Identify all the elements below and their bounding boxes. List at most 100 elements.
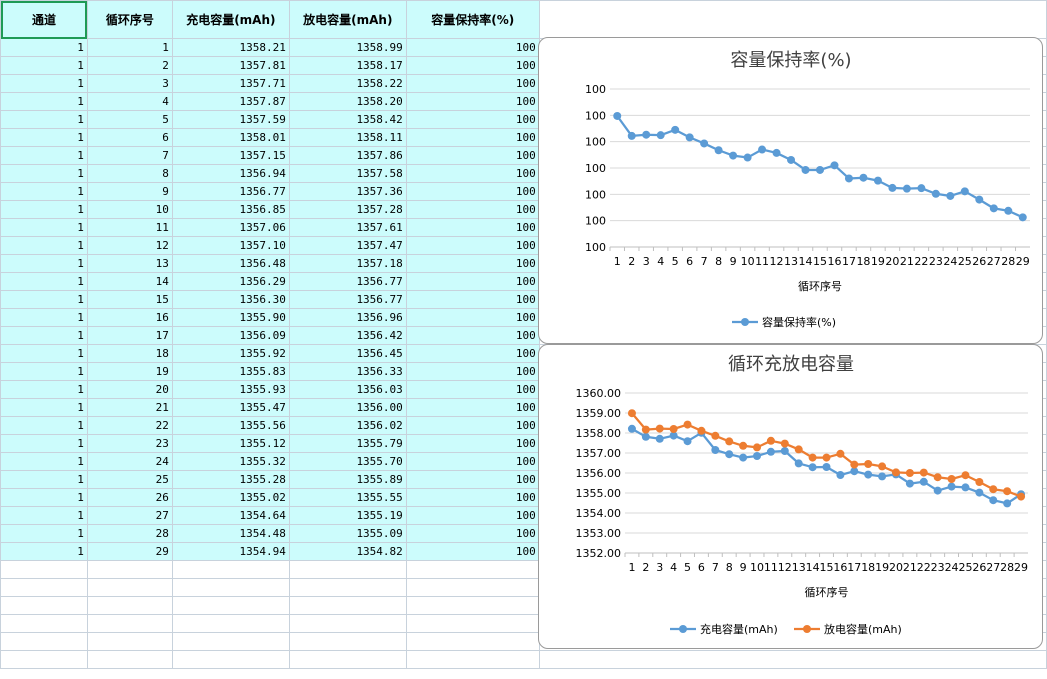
data-point[interactable]	[714, 146, 723, 155]
data-point[interactable]	[641, 425, 650, 434]
data-point[interactable]	[641, 432, 650, 441]
cell-retention[interactable]: 100	[405, 236, 540, 255]
cell-channel[interactable]: 1	[0, 290, 88, 309]
cell-charge[interactable]: 1356.77	[171, 182, 290, 201]
data-point[interactable]	[989, 496, 998, 505]
data-point[interactable]	[743, 153, 752, 162]
empty-cell[interactable]	[288, 596, 407, 615]
cell-channel[interactable]: 1	[0, 434, 88, 453]
cell-retention[interactable]: 100	[405, 506, 540, 525]
cell-charge[interactable]: 1355.28	[171, 470, 290, 489]
empty-cell[interactable]	[86, 614, 173, 633]
data-point[interactable]	[685, 133, 694, 142]
cell-cycle[interactable]: 26	[86, 488, 173, 507]
cell-charge[interactable]: 1355.90	[171, 308, 290, 327]
empty-cell[interactable]	[538, 0, 1047, 39]
cell-charge[interactable]: 1357.15	[171, 146, 290, 165]
cell-channel[interactable]: 1	[0, 308, 88, 327]
cell-retention[interactable]: 100	[405, 470, 540, 489]
data-point[interactable]	[697, 426, 706, 435]
cell-retention[interactable]: 100	[405, 218, 540, 237]
cell-retention[interactable]: 100	[405, 128, 540, 147]
data-point[interactable]	[850, 467, 859, 476]
cell-discharge[interactable]: 1355.19	[288, 506, 407, 525]
cell-retention[interactable]: 100	[405, 200, 540, 219]
cell-charge[interactable]: 1357.10	[171, 236, 290, 255]
cell-charge[interactable]: 1354.64	[171, 506, 290, 525]
cell-cycle[interactable]: 11	[86, 218, 173, 237]
cell-discharge[interactable]: 1355.70	[288, 452, 407, 471]
cell-retention[interactable]: 100	[405, 488, 540, 507]
data-point[interactable]	[669, 431, 678, 440]
cell-charge[interactable]: 1355.83	[171, 362, 290, 381]
cell-retention[interactable]: 100	[405, 182, 540, 201]
cell-cycle[interactable]: 3	[86, 74, 173, 93]
empty-cell[interactable]	[288, 614, 407, 633]
cell-cycle[interactable]: 19	[86, 362, 173, 381]
header-cell-discharge[interactable]: 放电容量(mAh)	[288, 0, 407, 39]
empty-cell[interactable]	[405, 560, 540, 579]
data-point[interactable]	[888, 183, 897, 192]
cell-retention[interactable]: 100	[405, 398, 540, 417]
data-point[interactable]	[947, 475, 956, 483]
data-point[interactable]	[864, 470, 873, 479]
cell-charge[interactable]: 1355.32	[171, 452, 290, 471]
cell-retention[interactable]: 100	[405, 524, 540, 543]
empty-cell[interactable]	[86, 578, 173, 597]
cell-discharge[interactable]: 1356.02	[288, 416, 407, 435]
empty-cell[interactable]	[0, 596, 88, 615]
data-point[interactable]	[961, 471, 970, 480]
cell-retention[interactable]: 100	[405, 452, 540, 471]
cell-charge[interactable]: 1357.06	[171, 218, 290, 237]
data-point[interactable]	[725, 450, 734, 459]
data-point[interactable]	[989, 485, 998, 494]
data-point[interactable]	[902, 184, 911, 193]
empty-cell[interactable]	[86, 632, 173, 651]
data-point[interactable]	[627, 131, 636, 140]
empty-cell[interactable]	[288, 560, 407, 579]
data-point[interactable]	[700, 139, 709, 148]
data-point[interactable]	[627, 409, 636, 418]
data-point[interactable]	[758, 145, 767, 154]
data-point[interactable]	[794, 445, 803, 454]
cell-charge[interactable]: 1357.87	[171, 92, 290, 111]
cell-cycle[interactable]: 8	[86, 164, 173, 183]
empty-cell[interactable]	[86, 650, 173, 669]
data-point[interactable]	[947, 482, 956, 491]
cell-cycle[interactable]: 21	[86, 398, 173, 417]
cell-cycle[interactable]: 9	[86, 182, 173, 201]
cell-discharge[interactable]: 1358.99	[288, 38, 407, 57]
data-point[interactable]	[891, 468, 900, 477]
empty-cell[interactable]	[86, 596, 173, 615]
cell-discharge[interactable]: 1358.42	[288, 110, 407, 129]
data-point[interactable]	[975, 195, 984, 204]
cell-channel[interactable]: 1	[0, 254, 88, 273]
cell-discharge[interactable]: 1355.89	[288, 470, 407, 489]
empty-cell[interactable]	[0, 578, 88, 597]
cell-channel[interactable]: 1	[0, 362, 88, 381]
cell-cycle[interactable]: 2	[86, 56, 173, 75]
cell-charge[interactable]: 1354.48	[171, 524, 290, 543]
cell-charge[interactable]: 1356.94	[171, 164, 290, 183]
data-point[interactable]	[801, 165, 810, 174]
empty-cell[interactable]	[405, 596, 540, 615]
data-point[interactable]	[975, 478, 984, 486]
cell-channel[interactable]: 1	[0, 218, 88, 237]
data-point[interactable]	[739, 441, 748, 450]
cell-retention[interactable]: 100	[405, 290, 540, 309]
cell-retention[interactable]: 100	[405, 308, 540, 327]
data-point[interactable]	[844, 174, 853, 183]
data-point[interactable]	[878, 462, 887, 471]
data-point[interactable]	[780, 439, 789, 448]
empty-cell[interactable]	[171, 650, 290, 669]
cell-discharge[interactable]: 1358.20	[288, 92, 407, 111]
cell-retention[interactable]: 100	[405, 38, 540, 57]
cell-discharge[interactable]: 1356.96	[288, 308, 407, 327]
data-point[interactable]	[1003, 487, 1012, 496]
cell-cycle[interactable]: 17	[86, 326, 173, 345]
cell-cycle[interactable]: 22	[86, 416, 173, 435]
cell-channel[interactable]: 1	[0, 542, 88, 561]
cell-charge[interactable]: 1356.48	[171, 254, 290, 273]
data-point[interactable]	[669, 425, 678, 433]
data-point[interactable]	[878, 472, 887, 481]
